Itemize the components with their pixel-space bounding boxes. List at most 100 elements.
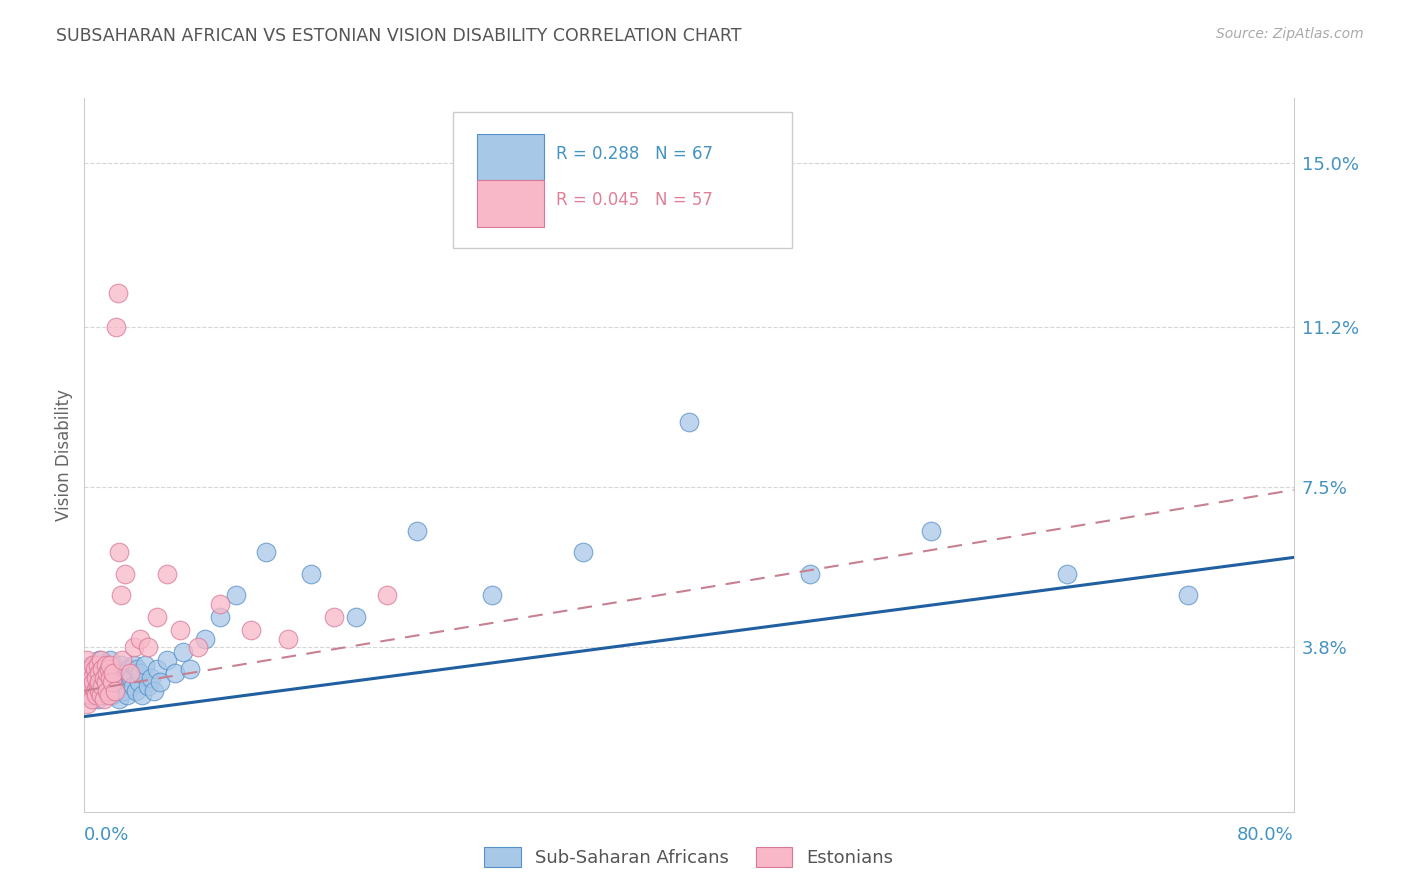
Point	[105, 320, 128, 334]
Point	[101, 666, 124, 681]
Point	[107, 671, 129, 685]
Point	[1056, 566, 1078, 581]
Point	[97, 662, 120, 676]
Point	[87, 657, 110, 672]
Point	[122, 657, 145, 672]
Point	[117, 662, 139, 676]
Point	[118, 666, 141, 681]
Point	[98, 657, 121, 672]
Point	[129, 666, 152, 681]
Point	[254, 545, 277, 559]
Point	[98, 675, 121, 690]
Point	[82, 675, 104, 690]
Point	[89, 675, 111, 690]
Point	[110, 589, 132, 603]
Point	[122, 640, 145, 655]
Point	[79, 662, 101, 676]
Point	[299, 566, 322, 581]
Point	[120, 671, 142, 685]
Point	[131, 688, 153, 702]
Point	[799, 566, 821, 581]
Point	[77, 683, 100, 698]
Point	[79, 688, 101, 702]
Point	[146, 610, 169, 624]
Point	[97, 683, 120, 698]
Point	[86, 688, 108, 702]
Text: 0.0%: 0.0%	[84, 826, 129, 844]
Point	[80, 683, 103, 698]
Point	[136, 679, 159, 693]
Point	[163, 666, 186, 681]
Point	[1177, 589, 1199, 603]
Point	[87, 692, 110, 706]
Point	[121, 679, 143, 693]
Point	[96, 662, 118, 676]
Point	[277, 632, 299, 646]
Point	[225, 589, 247, 603]
Point	[100, 688, 122, 702]
Point	[110, 657, 132, 672]
Point	[114, 566, 136, 581]
Point	[129, 632, 152, 646]
Point	[94, 671, 117, 685]
Text: 80.0%: 80.0%	[1237, 826, 1294, 844]
Point	[209, 597, 232, 611]
Point	[111, 653, 134, 667]
Point	[84, 662, 107, 676]
Point	[481, 589, 503, 603]
Point	[80, 657, 103, 672]
Point	[239, 623, 262, 637]
Point	[93, 688, 115, 702]
Point	[77, 688, 100, 702]
Point	[82, 671, 104, 685]
Point	[172, 645, 194, 659]
Point	[80, 679, 103, 693]
Point	[90, 683, 112, 698]
Point	[90, 688, 112, 702]
Point	[93, 671, 115, 685]
Point	[96, 679, 118, 693]
Point	[91, 662, 114, 676]
Point	[169, 623, 191, 637]
Point	[375, 589, 398, 603]
Point	[79, 666, 101, 681]
Y-axis label: Vision Disability: Vision Disability	[55, 389, 73, 521]
Point	[97, 688, 120, 702]
Point	[91, 666, 114, 681]
Point	[76, 697, 98, 711]
Point	[84, 679, 107, 693]
Text: R = 0.045   N = 57: R = 0.045 N = 57	[555, 191, 713, 209]
Point	[128, 675, 150, 690]
Point	[406, 524, 429, 538]
Point	[125, 683, 148, 698]
Point	[118, 675, 141, 690]
FancyBboxPatch shape	[478, 180, 544, 227]
Point	[96, 666, 118, 681]
Point	[108, 545, 131, 559]
Point	[80, 692, 103, 706]
Point	[111, 675, 134, 690]
Text: SUBSAHARAN AFRICAN VS ESTONIAN VISION DISABILITY CORRELATION CHART: SUBSAHARAN AFRICAN VS ESTONIAN VISION DI…	[56, 27, 742, 45]
Point	[86, 671, 108, 685]
Point	[93, 657, 115, 672]
Point	[98, 653, 121, 667]
Text: R = 0.288   N = 67: R = 0.288 N = 67	[555, 145, 713, 162]
Point	[101, 666, 124, 681]
Point	[142, 683, 165, 698]
Point	[346, 610, 368, 624]
Point	[94, 657, 117, 672]
Point	[93, 692, 115, 706]
Text: Source: ZipAtlas.com: Source: ZipAtlas.com	[1216, 27, 1364, 41]
Point	[94, 675, 117, 690]
Point	[146, 662, 169, 676]
Point	[107, 679, 129, 693]
Point	[89, 666, 111, 681]
Point	[209, 610, 232, 624]
Point	[104, 683, 127, 698]
Point	[322, 610, 344, 624]
Point	[678, 416, 700, 430]
Point	[194, 632, 217, 646]
Point	[77, 666, 100, 681]
Point	[572, 545, 595, 559]
Point	[76, 675, 98, 690]
